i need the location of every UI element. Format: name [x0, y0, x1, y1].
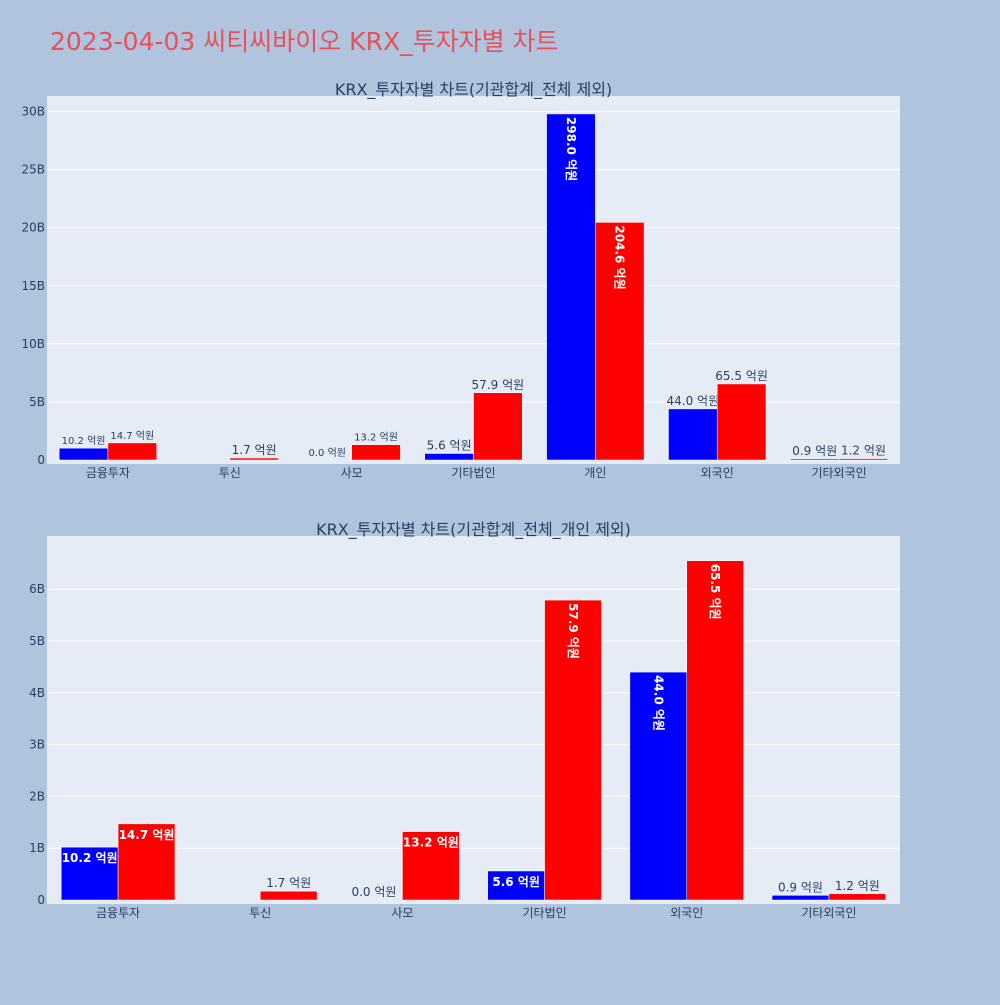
x-tick-label: 투신: [249, 906, 271, 920]
data-label: 0.0 억원: [351, 885, 396, 899]
x-tick-label: 기타법인: [522, 906, 566, 920]
x-tick-label: 금융투자: [96, 906, 140, 920]
bar: [229, 457, 279, 461]
chart-title: KRX_투자자별 차트(기관합계_전체_개인 제외): [316, 520, 631, 540]
data-label: 1.7 억원: [266, 876, 311, 890]
bar: [117, 823, 176, 901]
data-label: 44.0 억원: [651, 675, 665, 731]
y-tick-label: 5B: [29, 395, 45, 409]
chart-2: 0 1B 2B 3B 4B 5B 6B KRX_투자자별 차트(기관합계_전체_개인 제외) 금…: [29, 520, 900, 920]
data-label: 0.0 억원: [309, 447, 346, 459]
y-tick-label: 0: [37, 893, 45, 907]
data-label: 1.2 억원: [841, 444, 886, 458]
x-tick-label: 기타외국인: [801, 906, 856, 920]
plot-area: [47, 536, 900, 904]
y-tick-label: 3B: [29, 738, 45, 752]
data-label: 13.2 억원: [403, 836, 459, 850]
bar: [668, 408, 718, 461]
x-tick-label: 외국인: [701, 466, 734, 480]
data-label: 13.2 억원: [354, 432, 398, 444]
bar: [260, 890, 318, 901]
bar: [60, 846, 119, 901]
data-label: 57.9 억원: [472, 378, 525, 392]
bar: [107, 442, 157, 461]
bar: [58, 447, 109, 461]
data-label: 298.0 억원: [564, 117, 578, 181]
bar: [424, 453, 474, 461]
y-tick-label: 25B: [21, 163, 45, 177]
bar: [716, 383, 767, 461]
y-tick-label: 30B: [21, 105, 45, 119]
data-label: 65.5 억원: [715, 369, 768, 383]
data-label: 44.0 억원: [667, 394, 720, 408]
data-label: 1.7 억원: [232, 443, 277, 457]
bar: [838, 458, 889, 461]
y-tick-label: 2B: [29, 789, 45, 803]
data-label: 204.6 억원: [613, 225, 627, 289]
bar: [351, 444, 401, 461]
bar: [771, 895, 830, 901]
bar: [487, 870, 545, 901]
data-label: 10.2 억원: [62, 851, 118, 865]
y-tick-label: 6B: [29, 582, 45, 596]
y-tick-label: 5B: [29, 634, 45, 648]
y-tick-label: 4B: [29, 686, 45, 700]
data-label: 65.5 억원: [708, 564, 722, 620]
bar: [790, 458, 840, 461]
x-tick-label: 투신: [219, 466, 241, 480]
x-tick-label: 사모: [341, 466, 363, 480]
y-tick-label: 0: [37, 453, 45, 467]
bar: [544, 599, 602, 901]
data-label: 0.9 억원: [778, 880, 823, 894]
page-title: 2023-04-03 씨티씨바이오 KRX_투자자별 차트: [50, 27, 559, 56]
bar: [473, 392, 523, 461]
y-tick-label: 10B: [21, 337, 45, 351]
bar: [686, 560, 744, 901]
x-tick-label: 금융투자: [86, 466, 130, 480]
x-tick-label: 기타외국인: [811, 466, 866, 480]
chart-1: 0 5B 10B 15B 20B 25B 30B KRX_투자자별 차트(기관합계_전체 제외…: [21, 80, 900, 480]
y-tick-label: 15B: [21, 279, 45, 293]
data-label: 5.6 억원: [492, 875, 540, 889]
data-label: 14.7 억원: [110, 430, 154, 442]
x-tick-label: 사모: [391, 906, 413, 920]
data-label: 5.6 억원: [427, 438, 472, 452]
bar: [402, 831, 460, 901]
x-tick-label: 외국인: [670, 906, 703, 920]
y-tick-label: 1B: [29, 841, 45, 855]
bar: [629, 671, 688, 901]
data-label: 57.9 억원: [566, 603, 580, 659]
data-label: 0.9 억원: [792, 444, 837, 458]
bar: [595, 222, 645, 461]
data-label: 10.2 억원: [62, 435, 106, 447]
x-tick-label: 기타법인: [451, 466, 495, 480]
x-tick-label: 개인: [584, 466, 606, 480]
y-tick-label: 20B: [21, 221, 45, 235]
bar: [828, 893, 887, 901]
chart-title: KRX_투자자별 차트(기관합계_전체 제외): [335, 80, 612, 100]
data-label: 1.2 억원: [835, 879, 880, 893]
data-label: 14.7 억원: [119, 828, 175, 842]
